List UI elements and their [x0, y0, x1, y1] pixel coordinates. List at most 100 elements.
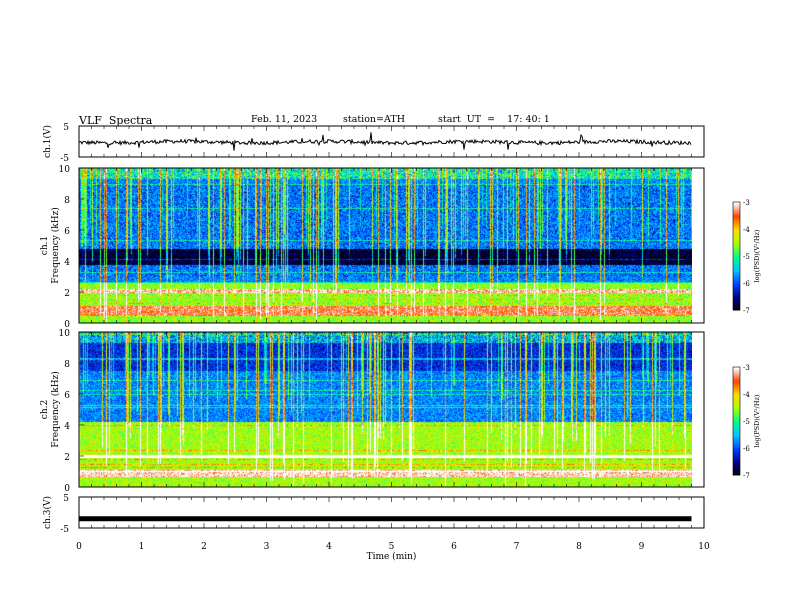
colorbar-segment: [733, 227, 740, 230]
colorbar-segment: [733, 367, 740, 370]
colorbar-segment: [733, 259, 740, 262]
colorbar-segment: [733, 406, 740, 409]
ch3-y-axis-label: ch.3(V): [42, 496, 53, 529]
y-tick-label: 5: [63, 494, 69, 504]
colorbar-segment: [733, 464, 740, 467]
y-tick-label: 8: [64, 360, 70, 370]
y-tick-label: 0: [64, 484, 70, 494]
y-tick-label: 0: [64, 320, 70, 330]
x-tick-label: 1: [139, 542, 145, 552]
y-tick-label: 10: [59, 165, 71, 175]
colorbar-segment: [733, 250, 740, 253]
x-tick-label: 8: [576, 542, 582, 552]
colorbar-segment: [733, 415, 740, 418]
x-tick-label: 9: [639, 542, 645, 552]
colorbar-segment: [733, 238, 740, 241]
x-axis-label: Time (min): [367, 551, 417, 562]
colorbar-tick-label: -6: [743, 280, 750, 288]
colorbar-segment: [733, 430, 740, 433]
y-tick-label: 8: [64, 196, 70, 206]
spectrogram-y-axis-label: Frequency (kHz): [50, 371, 61, 448]
colorbar-segment: [733, 272, 740, 275]
x-tick-label: 0: [76, 542, 82, 552]
colorbar-segment: [733, 277, 740, 280]
colorbar-tick-label: -6: [743, 445, 750, 453]
colorbar-segment: [733, 439, 740, 442]
colorbar-segment: [733, 467, 740, 471]
colorbar-label: log(PSD)(V²/Hz): [753, 394, 761, 447]
colorbar-segment: [733, 212, 740, 216]
colorbar-tick-label: -5: [743, 253, 750, 261]
colorbar-tick-label: -3: [743, 364, 750, 372]
colorbar-segment: [733, 218, 740, 221]
colorbar-segment: [733, 374, 740, 377]
colorbar-segment: [733, 225, 740, 228]
colorbar-segment: [733, 473, 740, 476]
colorbar-segment: [733, 401, 740, 404]
start-time-label: start UT = 17: 40: 1: [438, 114, 550, 125]
colorbar-segment: [733, 455, 740, 458]
colorbar-segment: [733, 421, 740, 424]
x-tick-label: 6: [451, 542, 457, 552]
colorbar-segment: [733, 283, 740, 286]
colorbar-frame: [732, 366, 741, 476]
colorbar-segment: [733, 270, 740, 273]
colorbar-segment: [733, 221, 740, 225]
y-tick-label: 6: [64, 391, 70, 401]
colorbar-segment: [733, 377, 740, 381]
colorbar-segment: [733, 448, 740, 451]
colorbar-segment: [733, 370, 740, 373]
colorbar-segment: [733, 275, 740, 279]
station-label: station=ATH: [343, 114, 405, 125]
colorbar-segment: [733, 261, 740, 264]
colorbar-segment: [733, 388, 740, 391]
y-tick-label: 2: [64, 453, 70, 463]
colorbar-frame: [732, 201, 741, 311]
colorbar-tick-label: -7: [743, 307, 750, 315]
colorbar-segment: [733, 232, 740, 235]
colorbar-segment: [733, 284, 740, 288]
y-tick-label: 10: [59, 329, 71, 339]
x-tick-label: 4: [326, 542, 332, 552]
colorbar-segment: [733, 394, 740, 397]
colorbar-segment: [733, 256, 740, 259]
colorbar-segment: [733, 372, 740, 375]
y-tick-label: 2: [64, 289, 70, 299]
y-tick-label: -5: [60, 154, 69, 164]
colorbar-segment: [733, 458, 740, 462]
colorbar-segment: [733, 207, 740, 210]
colorbar-segment: [733, 268, 740, 271]
colorbar-segment: [733, 263, 740, 266]
colorbar-segment: [733, 453, 740, 456]
colorbar-segment: [733, 376, 740, 379]
colorbar-segment: [733, 426, 740, 429]
colorbar-segment: [733, 245, 740, 248]
colorbar-segment: [733, 265, 740, 268]
colorbar-segment: [733, 437, 740, 440]
figure-title: VLF Spectra: [79, 114, 153, 127]
colorbar-segment: [733, 462, 740, 465]
colorbar-segment: [733, 390, 740, 393]
colorbar-segment: [733, 368, 740, 372]
spectrogram-image-ch2: [79, 332, 692, 487]
y-tick-label: -5: [60, 525, 69, 535]
colorbar-segment: [733, 248, 740, 252]
colorbar-segment: [733, 239, 740, 243]
spectrogram-image-ch1: [79, 168, 692, 323]
ch1-voltage-trace: [78, 132, 692, 151]
y-tick-label: 4: [64, 422, 70, 432]
colorbar-segment: [733, 466, 740, 469]
spectrogram-channel-label: ch.1: [40, 236, 50, 255]
colorbar-segment: [733, 399, 740, 402]
colorbar-segment: [733, 266, 740, 270]
colorbar-segment: [733, 385, 740, 388]
colorbar-segment: [733, 293, 740, 297]
colorbar-segment: [733, 471, 740, 474]
colorbar-segment: [733, 299, 740, 302]
colorbar-segment: [733, 446, 740, 449]
colorbar-segment: [733, 424, 740, 427]
colorbar-segment: [733, 302, 740, 306]
colorbar-segment: [733, 392, 740, 395]
colorbar-tick-label: -5: [743, 418, 750, 426]
colorbar-segment: [733, 404, 740, 408]
